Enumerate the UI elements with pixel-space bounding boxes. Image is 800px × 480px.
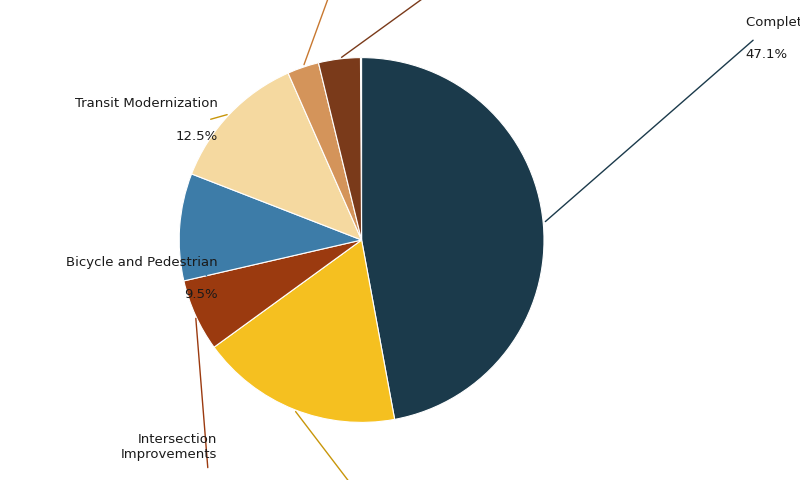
Wedge shape <box>179 174 362 281</box>
Wedge shape <box>214 240 394 422</box>
Text: Intersection
Improvements: Intersection Improvements <box>122 433 218 461</box>
Text: 47.1%: 47.1% <box>746 48 788 61</box>
Wedge shape <box>318 58 362 240</box>
Text: 12.5%: 12.5% <box>175 130 218 143</box>
Text: Complete Streets: Complete Streets <box>746 16 800 29</box>
Wedge shape <box>288 63 362 240</box>
Text: Bicycle and Pedestrian: Bicycle and Pedestrian <box>66 256 218 269</box>
Text: 9.5%: 9.5% <box>184 288 218 301</box>
Wedge shape <box>184 240 362 347</box>
Wedge shape <box>362 58 544 420</box>
Text: Transit Modernization: Transit Modernization <box>74 97 218 110</box>
Wedge shape <box>191 73 362 240</box>
